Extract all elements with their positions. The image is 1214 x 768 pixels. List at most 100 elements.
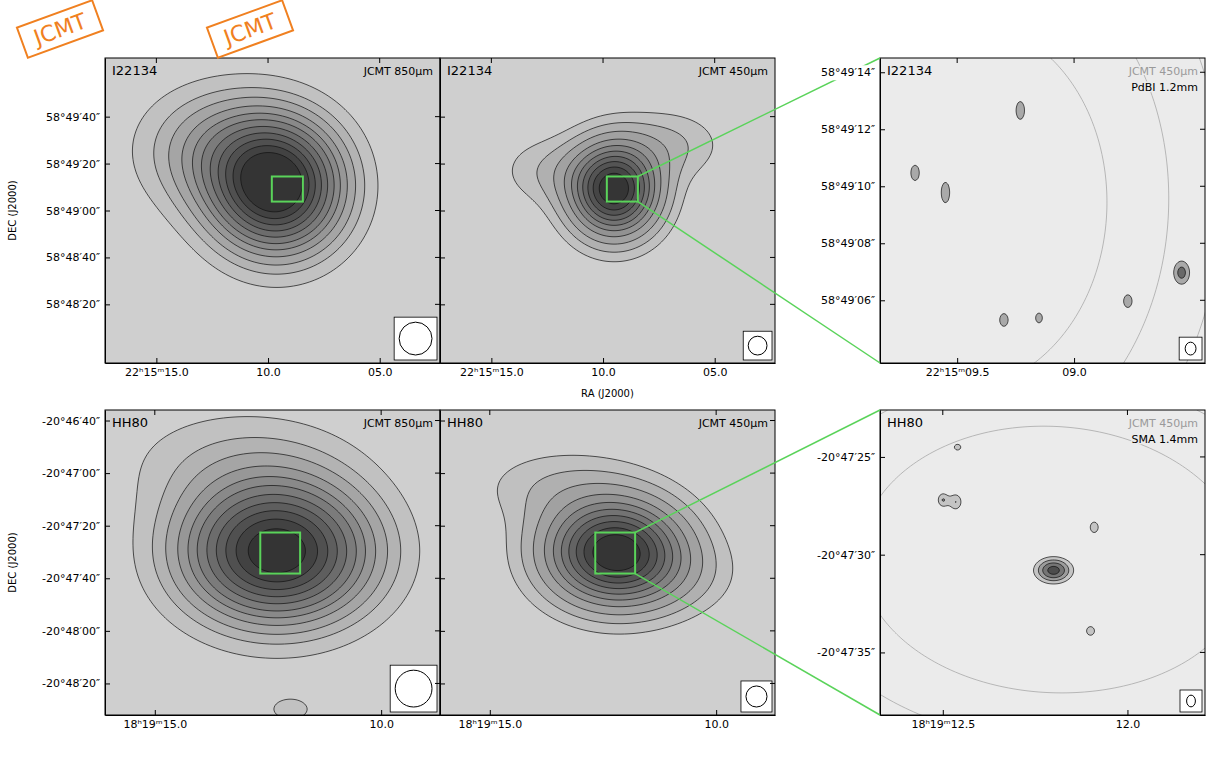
x-tick-mark <box>1074 358 1075 363</box>
x-tick: 10.0 <box>256 358 281 379</box>
panel: 22ʰ15ᵐ15.010.005.058°49′40″58°49′20″58°4… <box>7 58 441 379</box>
contour <box>599 173 628 204</box>
x-axis: 22ʰ15ᵐ09.5 09.0 <box>881 358 1206 379</box>
zoom-lines <box>635 58 880 715</box>
y-tick-mark-right <box>770 163 775 164</box>
stamp-box <box>17 0 103 57</box>
y-tick: -20°47′35″ <box>815 645 885 660</box>
y-tick: 58°48′40″ <box>46 251 110 264</box>
panel: 22ʰ15ᵐ09.509.0I22134JCMT 450µmPdBI 1.2mm <box>879 57 1207 379</box>
contour <box>512 112 712 262</box>
x-axis: 18ʰ19ᵐ15.010.0 <box>441 710 776 731</box>
beam <box>395 670 432 707</box>
x-tick-mark-top <box>268 58 269 63</box>
label-patch <box>819 122 877 137</box>
y-tick-mark-right <box>435 578 440 579</box>
contour <box>169 97 356 265</box>
y-tick-mark <box>105 683 110 684</box>
y-tick-mark-right <box>435 116 440 117</box>
y-tick-label: 58°49′08″ <box>821 237 875 250</box>
x-tick-mark-top <box>942 410 943 415</box>
x-tick-mark <box>381 710 382 715</box>
y-tick-mark <box>105 526 110 527</box>
x-tick-mark-top <box>379 58 380 63</box>
panel-title: HH80 <box>887 415 923 430</box>
contour <box>210 126 327 237</box>
x-tick-label: 12.0 <box>1116 718 1141 731</box>
contour <box>218 133 321 231</box>
y-tick-mark-right <box>1200 243 1205 244</box>
y-tick: -20°47′20″ <box>42 520 110 533</box>
x-axis: 22ʰ15ᵐ15.010.005.0 <box>106 358 441 379</box>
beam <box>1185 342 1196 355</box>
x-tick-mark <box>716 710 717 715</box>
y-tick-mark-right <box>1200 72 1205 73</box>
beam-box <box>741 681 772 712</box>
contour-group <box>880 58 1205 363</box>
y-tick-label: -20°48′00″ <box>42 625 100 638</box>
contour <box>576 522 657 583</box>
y-tick-mark-right <box>770 473 775 474</box>
y-axis <box>440 59 445 364</box>
y-tick-mark-right <box>435 304 440 305</box>
y-tick-label: -20°47′00″ <box>42 467 100 480</box>
x-tick: 05.0 <box>368 358 393 379</box>
y-tick: 58°49′06″ <box>819 293 885 308</box>
y-tick: 58°49′40″ <box>46 111 110 124</box>
y-tick <box>440 117 445 118</box>
contour <box>226 511 328 590</box>
panel-background <box>105 58 440 363</box>
y-tick-mark <box>880 129 885 130</box>
contour <box>152 438 400 645</box>
y-tick-mark <box>880 652 885 653</box>
panel-frame <box>440 410 775 715</box>
contour <box>588 162 640 216</box>
y-tick <box>440 683 445 684</box>
beam <box>748 336 767 355</box>
contour <box>537 123 688 253</box>
contour-group <box>512 112 712 262</box>
x-tick: 22ʰ15ᵐ09.5 <box>926 358 990 379</box>
contour <box>572 146 655 231</box>
zoom-box <box>595 533 635 574</box>
y-tick-mark-right <box>1200 300 1205 301</box>
contour <box>497 455 732 634</box>
x-tick-label: 10.0 <box>591 366 616 379</box>
x-tick-label: 10.0 <box>256 366 281 379</box>
contour-group <box>132 74 378 288</box>
contour <box>248 529 305 573</box>
y-axis-line <box>880 411 881 716</box>
y-tick: 58°49′10″ <box>819 179 885 194</box>
y-axis: -20°46′40″-20°47′00″-20°47′20″-20°47′40″… <box>42 411 110 716</box>
overlay-contour <box>880 410 1205 715</box>
y-tick: 58°49′08″ <box>819 236 885 251</box>
panel-background <box>880 58 1205 363</box>
y-tick: -20°47′30″ <box>815 548 885 563</box>
y-tick-mark <box>105 211 110 212</box>
overlay-contour <box>880 58 1205 363</box>
beam-box <box>743 331 772 360</box>
x-tick-label: 18ʰ19ᵐ15.0 <box>458 718 522 731</box>
contour <box>132 74 378 288</box>
y-tick-label: 58°49′00″ <box>46 205 100 218</box>
y-axis-title: DEC (J2000) <box>7 180 18 240</box>
x-tick-mark <box>957 358 958 363</box>
contour <box>593 167 634 210</box>
x-tick-label: 09.0 <box>1062 366 1087 379</box>
y-axis-title: DEC (J2000) <box>7 532 18 592</box>
y-tick-mark <box>440 473 445 474</box>
y-tick-mark-right <box>435 163 440 164</box>
y-tick-mark-right <box>435 683 440 684</box>
contour <box>593 535 640 571</box>
overlay-contour <box>880 58 1205 363</box>
y-tick-label: 58°49′20″ <box>46 158 100 171</box>
y-tick-mark-right <box>1200 652 1205 653</box>
panel-subtitle: JCMT 850µm <box>363 417 433 430</box>
y-tick <box>440 257 445 258</box>
x-tick: 18ʰ19ᵐ15.0 <box>458 710 522 731</box>
overlay-contour <box>880 410 1205 715</box>
y-tick-mark-right <box>435 210 440 211</box>
panel-title: I22134 <box>447 63 492 78</box>
y-tick-label: 58°49′12″ <box>821 123 875 136</box>
overlay-contour <box>880 58 1205 363</box>
